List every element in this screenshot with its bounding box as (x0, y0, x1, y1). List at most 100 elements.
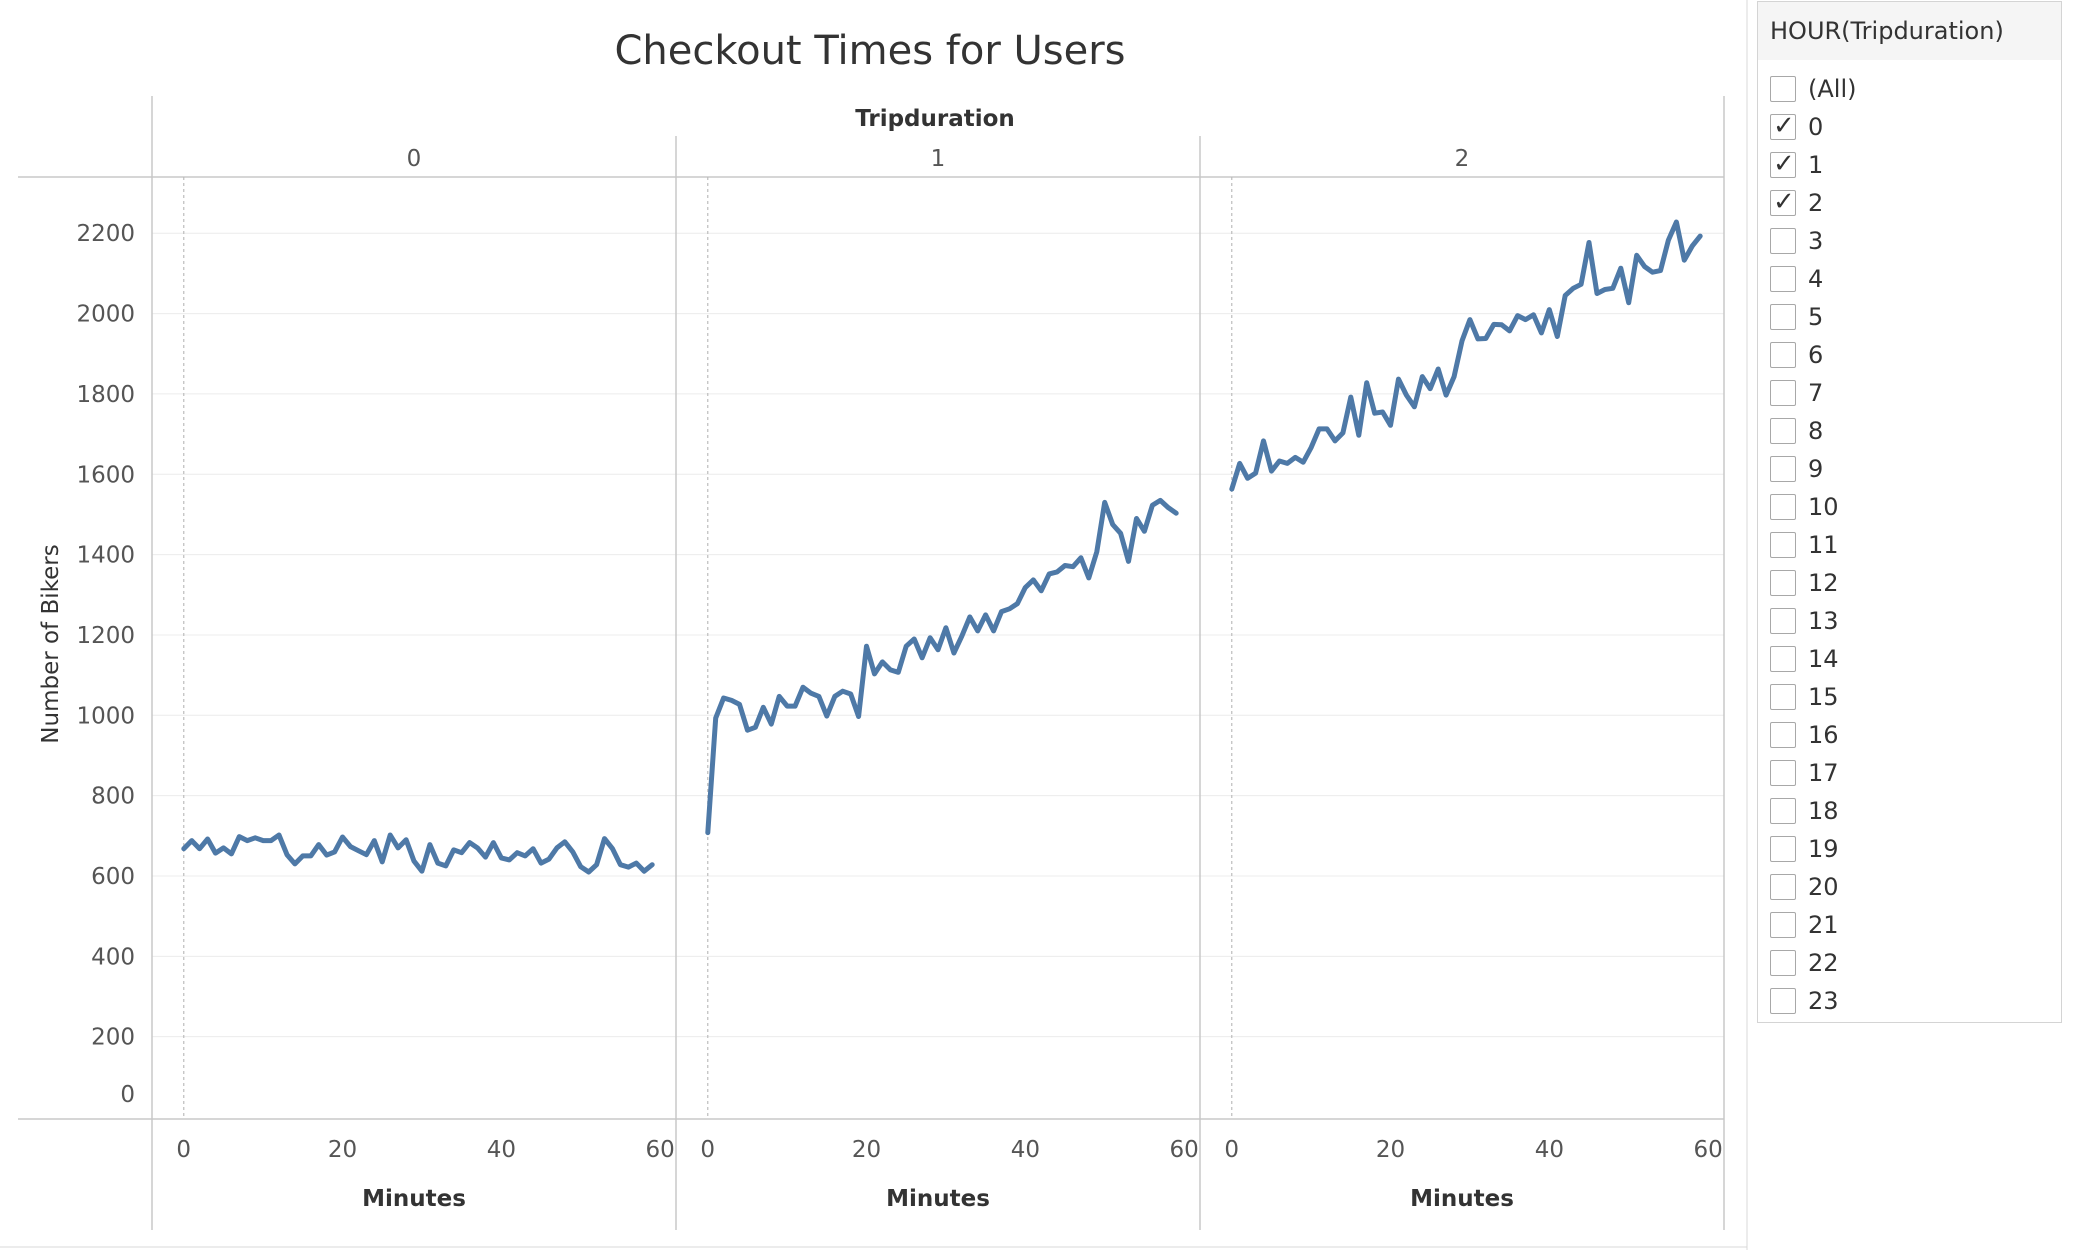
panel-header-label: 0 (407, 146, 422, 172)
checkbox[interactable] (1770, 646, 1796, 672)
series-line-1 (705, 497, 1179, 836)
filter-item[interactable]: 3 (1770, 222, 1856, 260)
checkbox[interactable] (1770, 912, 1796, 938)
filter-item[interactable]: (All) (1770, 70, 1856, 108)
filter-item-label: 16 (1808, 721, 1839, 749)
checkbox[interactable] (1770, 570, 1796, 596)
checkbox[interactable] (1770, 836, 1796, 862)
y-tick-label: 2000 (76, 302, 135, 328)
checkbox[interactable] (1770, 722, 1796, 748)
x-axis-label: Minutes (1410, 1186, 1514, 1212)
panel-header-label: 2 (1455, 146, 1470, 172)
filter-item[interactable]: 11 (1770, 526, 1856, 564)
filter-item-label: 7 (1808, 379, 1824, 407)
filter-item[interactable]: 9 (1770, 450, 1856, 488)
filter-item[interactable]: 20 (1770, 868, 1856, 906)
panel-1: 1 0 20 40 60 Minutes (700, 146, 1198, 1212)
filter-item-label: 8 (1808, 417, 1824, 445)
y-tick-label: 0 (120, 1082, 135, 1108)
checkbox[interactable] (1770, 187, 1796, 217)
filter-item[interactable]: 2 (1770, 184, 1856, 222)
filter-item[interactable]: 0 (1770, 108, 1856, 146)
filter-item[interactable]: 12 (1770, 564, 1856, 602)
x-tick-label: 60 (645, 1137, 674, 1163)
checkbox[interactable] (1770, 266, 1796, 292)
filter-item[interactable]: 15 (1770, 678, 1856, 716)
filter-item[interactable]: 1 (1770, 146, 1856, 184)
panel-header-label: 1 (931, 146, 946, 172)
x-tick-label: 40 (487, 1137, 516, 1163)
x-tick-label: 20 (1376, 1137, 1405, 1163)
checkbox[interactable] (1770, 380, 1796, 406)
checkbox[interactable] (1770, 988, 1796, 1014)
filter-item[interactable]: 13 (1770, 602, 1856, 640)
filter-item[interactable]: 6 (1770, 336, 1856, 374)
y-tick-label: 1200 (76, 623, 135, 649)
chart-frame (0, 0, 1748, 1250)
chart: Checkout Times for Users Tripduration Nu… (0, 0, 1748, 1250)
y-tick-label: 1800 (76, 382, 135, 408)
y-tick-label: 200 (91, 1025, 135, 1051)
filter-item[interactable]: 4 (1770, 260, 1856, 298)
filter-item-label: 11 (1808, 531, 1839, 559)
x-tick-label: 0 (176, 1137, 191, 1163)
checkbox[interactable] (1770, 874, 1796, 900)
filter-item[interactable]: 18 (1770, 792, 1856, 830)
series-line-2 (1229, 219, 1703, 492)
filter-item-label: 10 (1808, 493, 1839, 521)
checkbox[interactable] (1770, 494, 1796, 520)
filter-item[interactable]: 10 (1770, 488, 1856, 526)
filter-item-label: 0 (1808, 113, 1824, 141)
checkbox[interactable] (1770, 304, 1796, 330)
x-tick-label: 40 (1535, 1137, 1564, 1163)
filter-item-label: 5 (1808, 303, 1824, 331)
filter-item[interactable]: 22 (1770, 944, 1856, 982)
checkbox[interactable] (1770, 608, 1796, 634)
y-tick-label: 1000 (76, 703, 135, 729)
x-axis-label: Minutes (362, 1186, 466, 1212)
checkbox[interactable] (1770, 684, 1796, 710)
filter-item[interactable]: 7 (1770, 374, 1856, 412)
checkbox[interactable] (1770, 760, 1796, 786)
filter-item[interactable]: 8 (1770, 412, 1856, 450)
x-tick-label: 20 (852, 1137, 881, 1163)
filter-item[interactable]: 17 (1770, 754, 1856, 792)
filter-item[interactable]: 21 (1770, 906, 1856, 944)
checkbox[interactable] (1770, 798, 1796, 824)
filter-item[interactable]: 5 (1770, 298, 1856, 336)
filter-item[interactable]: 23 (1770, 982, 1856, 1020)
checkbox[interactable] (1770, 149, 1796, 179)
checkbox[interactable] (1770, 228, 1796, 254)
checkbox[interactable] (1770, 76, 1796, 102)
filter-item[interactable]: 16 (1770, 716, 1856, 754)
y-axis-label: Number of Bikers (38, 544, 64, 743)
filter-item-label: 4 (1808, 265, 1824, 293)
filter-item-label: 23 (1808, 987, 1839, 1015)
series-line-0 (181, 832, 655, 875)
x-tick-label: 60 (1169, 1137, 1198, 1163)
filter-list: (All)01234567891011121314151617181920212… (1770, 70, 1856, 1020)
filter-item-label: 12 (1808, 569, 1839, 597)
checkbox[interactable] (1770, 950, 1796, 976)
x-tick-label: 0 (1224, 1137, 1239, 1163)
filter-item-label: 15 (1808, 683, 1839, 711)
filter-item-label: 17 (1808, 759, 1839, 787)
checkbox[interactable] (1770, 532, 1796, 558)
x-tick-label: 0 (700, 1137, 715, 1163)
y-tick-label: 1600 (76, 462, 135, 488)
x-tick-label: 40 (1011, 1137, 1040, 1163)
checkbox[interactable] (1770, 342, 1796, 368)
y-tick-label: 600 (91, 864, 135, 890)
checkbox[interactable] (1770, 456, 1796, 482)
filter-panel: HOUR(Tripduration) (All)0123456789101112… (1757, 1, 2062, 1023)
checkbox[interactable] (1770, 418, 1796, 444)
filter-item-label: (All) (1808, 75, 1857, 103)
filter-item-label: 6 (1808, 341, 1824, 369)
column-header: Tripduration (855, 106, 1015, 132)
filter-item[interactable]: 19 (1770, 830, 1856, 868)
filter-item-label: 13 (1808, 607, 1839, 635)
filter-item[interactable]: 14 (1770, 640, 1856, 678)
checkbox[interactable] (1770, 111, 1796, 141)
y-tick-label: 800 (91, 784, 135, 810)
